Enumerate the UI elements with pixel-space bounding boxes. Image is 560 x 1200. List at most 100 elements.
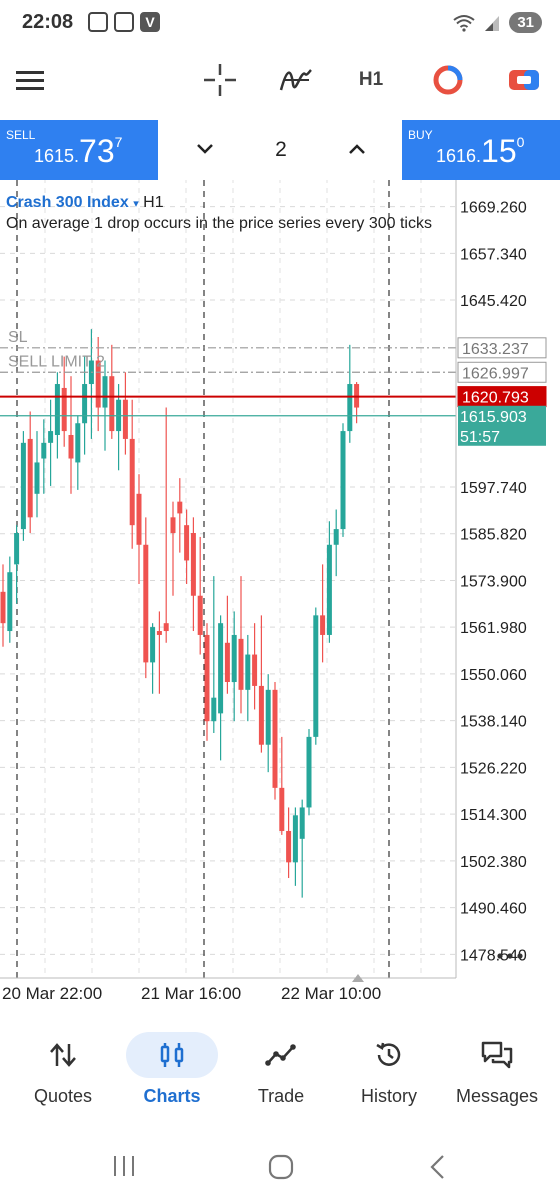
one-click-trade-panel: SELL 1615. 73 7 2 BUY 1616. 15 0 [0, 120, 560, 180]
candle-body [306, 736, 312, 808]
messages-icon [481, 1041, 513, 1069]
candle-body [34, 462, 40, 494]
nav-history-label: History [360, 1086, 417, 1106]
bottom-navigation: Quotes Charts Trade History Messages [0, 1026, 560, 1116]
price-tick-label: 1669.260 [460, 200, 527, 217]
candle-bull [82, 356, 88, 455]
candle-body [95, 360, 101, 408]
candle-body [197, 595, 203, 635]
candle-body [292, 815, 298, 863]
candle-body [272, 689, 278, 788]
candle-bear [61, 356, 67, 447]
candle-bull [75, 415, 81, 490]
nav-charts[interactable]: Charts [117, 1026, 227, 1116]
signal-icon [485, 15, 500, 31]
volume-value[interactable]: 2 [275, 138, 287, 161]
candle-body [41, 442, 47, 459]
time-label: 21 Mar 16:00 [141, 984, 241, 1003]
price-tick-label: 1645.420 [460, 293, 527, 310]
candle-body [299, 807, 305, 839]
wifi-icon [453, 14, 475, 32]
one-click-trade-icon [509, 70, 539, 90]
candle-body [20, 442, 26, 530]
nav-messages-label: Messages [455, 1086, 539, 1106]
one-click-trading-button[interactable] [502, 52, 546, 108]
menu-button[interactable] [10, 52, 50, 108]
symbol-dropdown-icon[interactable]: ▾ [133, 198, 139, 210]
media-icon [114, 12, 134, 32]
candle-bear [27, 411, 33, 534]
candle-bear [238, 576, 244, 714]
current-price-tag-label: 1620.793 [462, 390, 529, 407]
back-button[interactable] [428, 1154, 446, 1180]
candle-bull [150, 623, 156, 694]
nav-quotes[interactable]: Quotes [8, 1026, 118, 1116]
time-label: 20 Mar 22:00 [2, 984, 102, 1003]
buy-price: 1616. 15 0 [436, 134, 524, 168]
nav-messages[interactable]: Messages [442, 1026, 552, 1116]
candle-bull [333, 509, 339, 577]
nav-charts-icon-wrap [126, 1032, 218, 1078]
price-tick-label: 1514.300 [460, 807, 527, 824]
candle-bull [34, 431, 40, 518]
recents-button[interactable] [112, 1154, 136, 1178]
symbol-name[interactable]: Crash 300 Index [6, 194, 129, 211]
scroll-marker [352, 974, 364, 982]
candle-bear [129, 399, 135, 549]
candle-body [313, 615, 319, 737]
candle-body [27, 438, 33, 518]
indicators-icon [279, 69, 312, 91]
buy-button[interactable]: BUY 1616. 15 0 [402, 120, 560, 180]
crosshair-button[interactable] [198, 52, 242, 108]
nav-history[interactable]: History [334, 1026, 444, 1116]
candle-bull [340, 423, 346, 537]
candle-body [163, 623, 169, 632]
sell-price-sup: 7 [114, 134, 123, 150]
candle-body [48, 431, 54, 443]
candle-bull [211, 576, 217, 733]
candle-bull [20, 431, 26, 541]
candle-bear [197, 536, 203, 655]
history-icon [376, 1042, 401, 1066]
price-tick-label: 1657.340 [460, 246, 527, 263]
candle-bear [190, 517, 196, 632]
home-button[interactable] [268, 1154, 294, 1180]
candle-bull [299, 799, 305, 898]
candle-body [136, 493, 142, 545]
candle-body [211, 697, 217, 722]
candle-bear [163, 407, 169, 643]
volume-increase-button[interactable] [344, 136, 370, 162]
candle-body [7, 572, 13, 632]
candle-body [224, 642, 230, 682]
charts-icon [160, 1043, 184, 1067]
candle-body [102, 376, 108, 408]
battery-level: 31 [517, 14, 534, 31]
screenshot-icon [88, 12, 108, 32]
nav-trade-icon-wrap [235, 1032, 327, 1078]
candle-body [347, 384, 353, 432]
candle-body [150, 627, 156, 663]
candle-bull [347, 344, 353, 443]
candle-body [238, 638, 244, 690]
objects-button[interactable] [426, 52, 470, 108]
nav-quotes-label: Quotes [33, 1086, 93, 1106]
candle-body [258, 685, 264, 745]
nav-trade[interactable]: Trade [226, 1026, 336, 1116]
price-tick-label: 1478.540 [460, 947, 527, 964]
sell-price: 1615. 73 7 [34, 134, 122, 168]
symbol-description: On average 1 drop occurs in the price se… [6, 215, 432, 232]
candle-bear [286, 807, 292, 879]
timeframe-label: H1 [358, 69, 384, 90]
candle-bear [272, 681, 278, 800]
sell-button[interactable]: SELL 1615. 73 7 [0, 120, 158, 180]
candle-bull [245, 634, 251, 722]
price-chart[interactable]: SL SELL LIMIT 2 1633.237 1626.997 1620.793 16… [0, 180, 560, 1010]
candle-bear [258, 615, 264, 753]
candle-bull [48, 399, 54, 486]
candle-body [245, 654, 251, 690]
indicators-button[interactable] [274, 52, 318, 108]
v-app-icon: V [140, 12, 160, 32]
timeframe-button[interactable]: H1 [350, 52, 392, 108]
volume-decrease-button[interactable] [192, 136, 218, 162]
